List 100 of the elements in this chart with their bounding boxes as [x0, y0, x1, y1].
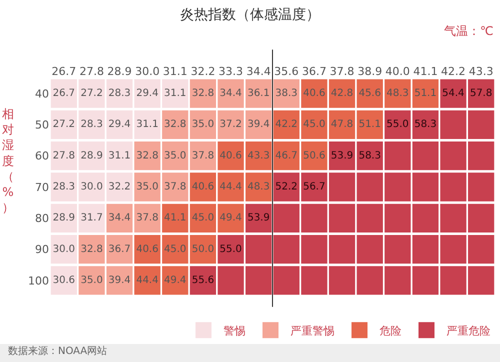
data-label: 45.6	[358, 88, 381, 100]
data-label: 49.4	[164, 274, 186, 286]
x-tick-label: 37.8	[330, 64, 354, 78]
data-label: 30.0	[52, 244, 76, 255]
data-label: 40.6	[303, 88, 326, 100]
data-label: 42.2	[275, 119, 298, 130]
data-label: 58.3	[414, 119, 437, 130]
data-label: 30.6	[52, 274, 76, 286]
data-label: 55.6	[192, 274, 214, 286]
data-label: 27.2	[80, 88, 103, 100]
data-label: 26.7	[52, 88, 76, 100]
legend-label: 警惕	[224, 324, 246, 338]
x-tick-label: 36.7	[302, 64, 326, 78]
data-label: 41.1	[164, 212, 186, 224]
x-tick-label: 34.4	[246, 64, 271, 78]
data-label: 35.0	[80, 274, 103, 286]
data-label: 37.8	[164, 182, 186, 192]
y-tick-label: 70	[35, 180, 49, 194]
data-label: 40.6	[220, 150, 242, 162]
data-label: 28.3	[52, 182, 76, 192]
data-label: 27.8	[52, 150, 76, 162]
data-label: 28.9	[80, 150, 103, 162]
data-label: 32.8	[164, 119, 186, 130]
source-note: 数据来源：NOAA网站	[8, 345, 108, 357]
data-label: 31.1	[164, 88, 186, 100]
data-label: 56.7	[303, 182, 326, 192]
x-tick-label: 31.1	[162, 64, 188, 78]
data-label: 28.3	[80, 119, 103, 130]
x-axis-title: 气温：℃	[444, 24, 494, 38]
data-label: 42.8	[330, 88, 354, 100]
data-label: 50.0	[192, 244, 214, 255]
data-label: 51.1	[358, 119, 381, 130]
data-label: 36.1	[247, 88, 270, 100]
x-tick-label: 43.3	[468, 64, 494, 78]
data-label: 45.0	[164, 244, 186, 255]
data-label: 36.7	[108, 244, 131, 255]
y-tick-label: 100	[28, 274, 49, 288]
legend-label: 危险	[380, 324, 402, 338]
data-label: 30.0	[80, 182, 103, 192]
y-tick-label: 50	[35, 118, 49, 132]
y-tick-label: 40	[35, 87, 49, 100]
data-label: 37.8	[136, 212, 158, 224]
x-tick-label: 41.1	[413, 64, 438, 78]
y-tick-label: 80	[35, 212, 49, 225]
data-label: 32.2	[108, 182, 131, 192]
x-tick-label: 27.8	[79, 64, 104, 78]
data-label: 35.0	[136, 182, 158, 192]
x-tick-label: 40.0	[385, 64, 410, 78]
legend-label: 严重危险	[446, 324, 490, 338]
data-label: 32.8	[136, 150, 158, 162]
data-label: 55.0	[386, 119, 409, 130]
data-label: 32.8	[80, 244, 103, 255]
data-label: 51.1	[414, 88, 437, 100]
data-label: 31.1	[136, 119, 158, 130]
data-label: 39.4	[108, 274, 131, 286]
data-label: 46.7	[275, 150, 298, 162]
data-label: 40.6	[192, 182, 214, 192]
data-label: 29.4	[108, 119, 131, 130]
x-tick-label: 32.2	[190, 64, 216, 78]
data-label: 50.6	[303, 150, 326, 162]
data-label: 34.4	[108, 212, 131, 224]
data-label: 52.2	[275, 182, 298, 192]
data-label: 54.4	[442, 88, 464, 100]
data-label: 35.0	[164, 150, 186, 162]
data-label: 28.9	[52, 212, 76, 224]
x-tick-label: 33.3	[218, 64, 244, 78]
data-label: 29.4	[136, 88, 158, 100]
x-tick-label: 38.9	[358, 64, 382, 78]
x-tick-label: 35.6	[274, 64, 299, 78]
chart-title: 炎热指数（体感温度）	[180, 6, 320, 23]
data-label: 58.3	[358, 150, 381, 162]
data-label: 49.4	[220, 212, 242, 224]
data-label: 37.2	[220, 119, 242, 130]
x-tick-label: 26.7	[52, 64, 76, 78]
y-axis-title: 相对湿度（%）	[2, 107, 14, 215]
data-label: 31.7	[80, 212, 103, 224]
data-label: 47.8	[330, 119, 354, 130]
data-label: 57.8	[470, 88, 492, 100]
data-label: 48.3	[386, 88, 409, 100]
data-label: 31.1	[108, 150, 131, 162]
x-tick-label: 28.9	[107, 64, 132, 78]
data-label: 45.0	[303, 119, 326, 130]
data-label: 32.8	[192, 88, 214, 100]
data-label: 48.3	[247, 182, 270, 192]
data-label: 39.4	[247, 119, 270, 130]
data-label: 37.8	[192, 150, 214, 162]
legend-label: 严重警惕	[290, 324, 334, 338]
y-tick-label: 90	[35, 243, 49, 256]
data-label: 43.3	[247, 150, 270, 162]
data-label: 44.4	[136, 274, 158, 286]
data-label: 45.0	[192, 212, 214, 224]
data-label: 53.9	[330, 150, 354, 162]
data-label: 27.2	[52, 119, 76, 130]
x-tick-label: 30.0	[135, 64, 160, 78]
y-tick-label: 60	[35, 150, 49, 163]
data-label: 55.0	[220, 244, 242, 255]
data-label: 28.3	[108, 88, 131, 100]
data-label: 53.9	[247, 212, 270, 224]
data-label: 40.6	[136, 244, 158, 255]
data-label: 35.0	[192, 119, 214, 130]
